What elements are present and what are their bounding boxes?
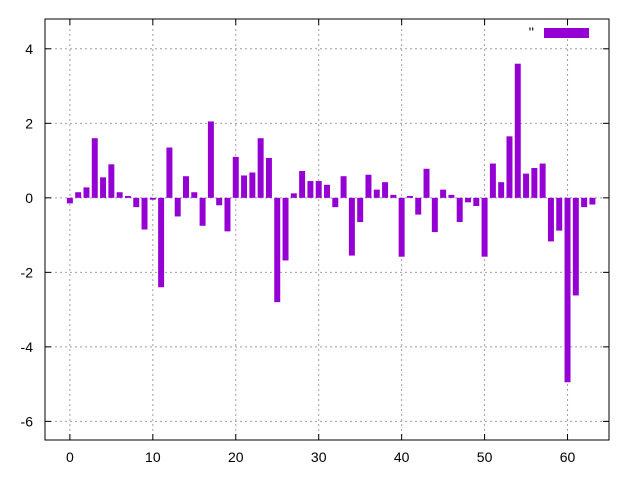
bar [348, 197, 355, 256]
bar [141, 197, 148, 230]
bar [531, 168, 538, 198]
y-tick-label: 2 [25, 115, 33, 131]
axis-ticks: 0 10 20 30 40 50 60 -6 -4 -2 0 2 4 [21, 19, 609, 465]
bar [290, 193, 297, 198]
grid-lines [45, 19, 609, 440]
y-tick-label: -6 [21, 413, 34, 429]
bar [108, 164, 115, 198]
bar [564, 197, 571, 383]
bar [473, 197, 480, 207]
bar [307, 181, 314, 198]
bar [249, 172, 256, 198]
bar [75, 192, 82, 198]
bar [282, 197, 289, 261]
bar [191, 192, 198, 198]
bar [547, 197, 554, 242]
x-tick-label: 20 [228, 449, 244, 465]
bar [382, 182, 389, 198]
x-tick-label: 50 [477, 449, 493, 465]
bar [589, 197, 596, 205]
bar [456, 197, 463, 223]
bar [207, 121, 214, 198]
bar [448, 194, 455, 198]
x-tick-label: 0 [66, 449, 74, 465]
bar [149, 197, 156, 200]
bar [265, 157, 272, 198]
bar [174, 197, 181, 217]
bar [440, 189, 447, 198]
bar [257, 138, 264, 198]
bar [514, 63, 521, 198]
bar [199, 197, 206, 226]
bar [390, 194, 397, 198]
legend: '' [529, 24, 589, 40]
y-tick-label: -4 [21, 339, 34, 355]
bar [357, 197, 364, 223]
bar [324, 184, 330, 198]
bar [415, 197, 422, 215]
bar [66, 197, 73, 204]
y-tick-label: -2 [21, 264, 34, 280]
y-tick-label: 0 [25, 190, 33, 206]
bar [373, 189, 380, 198]
bar [431, 197, 438, 233]
bar [232, 156, 239, 198]
bar [572, 197, 579, 296]
bar [299, 171, 306, 198]
bar [158, 197, 165, 288]
bar [315, 181, 322, 198]
bar [124, 195, 131, 198]
bar [241, 175, 248, 198]
bar [224, 197, 231, 232]
bar [274, 197, 281, 303]
plot-border [44, 18, 610, 441]
y-tick-label: 4 [25, 41, 33, 57]
bar [406, 195, 413, 198]
bar [465, 197, 471, 203]
bar [365, 174, 372, 198]
bar [539, 163, 546, 198]
bar [133, 197, 140, 208]
bar [481, 197, 488, 257]
x-tick-label: 40 [394, 449, 410, 465]
bar [523, 173, 530, 198]
bar [506, 136, 513, 198]
x-tick-label: 60 [560, 449, 576, 465]
bar [83, 187, 90, 198]
bars [66, 63, 596, 383]
legend-swatch [544, 28, 589, 38]
bar [581, 197, 588, 208]
bar [216, 197, 223, 206]
bar [398, 197, 405, 257]
x-tick-label: 30 [311, 449, 327, 465]
bar [116, 192, 123, 198]
bar [498, 182, 505, 198]
x-tick-label: 10 [145, 449, 161, 465]
bar [489, 163, 496, 198]
bar [556, 197, 563, 231]
bar [166, 147, 173, 198]
bar [183, 176, 189, 198]
bar [100, 177, 107, 198]
legend-label: '' [529, 24, 534, 40]
bar [332, 197, 339, 208]
bar [340, 176, 347, 198]
bar [423, 168, 430, 198]
bar [91, 138, 98, 198]
